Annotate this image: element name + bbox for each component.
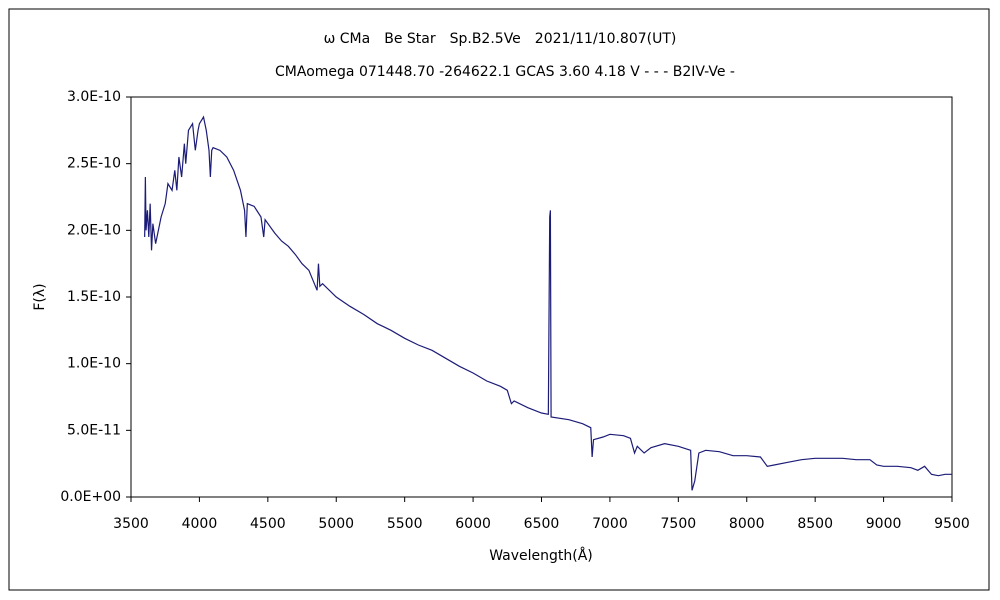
plot-area [130,96,953,498]
y-tick-label: 0.0E+00 [60,489,121,505]
y-tick-label: 2.0E-10 [67,222,121,238]
x-tick-label: 9000 [866,516,902,532]
y-tick-label: 1.0E-10 [67,356,121,372]
y-tick-label: 3.0E-10 [67,89,121,105]
chart-subtitle: CMAomega 071448.70 -264622.1 GCAS 3.60 4… [275,64,735,80]
x-tick-label: 6500 [524,516,560,532]
chart-title: ω CMa Be Star Sp.B2.5Ve 2021/11/10.807(U… [324,31,677,47]
x-tick-label: 6000 [455,516,491,532]
x-tick-label: 8500 [797,516,833,532]
x-axis-label: Wavelength(Å) [489,547,593,564]
x-tick-label: 5000 [318,516,354,532]
x-tick-label: 5500 [387,516,423,532]
chart-border [8,8,990,591]
y-tick-label: 5.0E-11 [67,422,121,438]
x-tick-label: 4500 [250,516,286,532]
x-tick-label: 7500 [661,516,697,532]
x-tick-label: 9500 [934,516,970,532]
x-tick-label: 8000 [729,516,765,532]
x-tick-label: 7000 [592,516,628,532]
spectrum-line [144,115,952,491]
x-tick-label: 4000 [182,516,218,532]
y-tick-label: 2.5E-10 [67,156,121,172]
y-tick-label: 1.5E-10 [67,289,121,305]
y-axis-label: F(λ) [32,283,48,310]
x-tick-label: 3500 [113,516,149,532]
